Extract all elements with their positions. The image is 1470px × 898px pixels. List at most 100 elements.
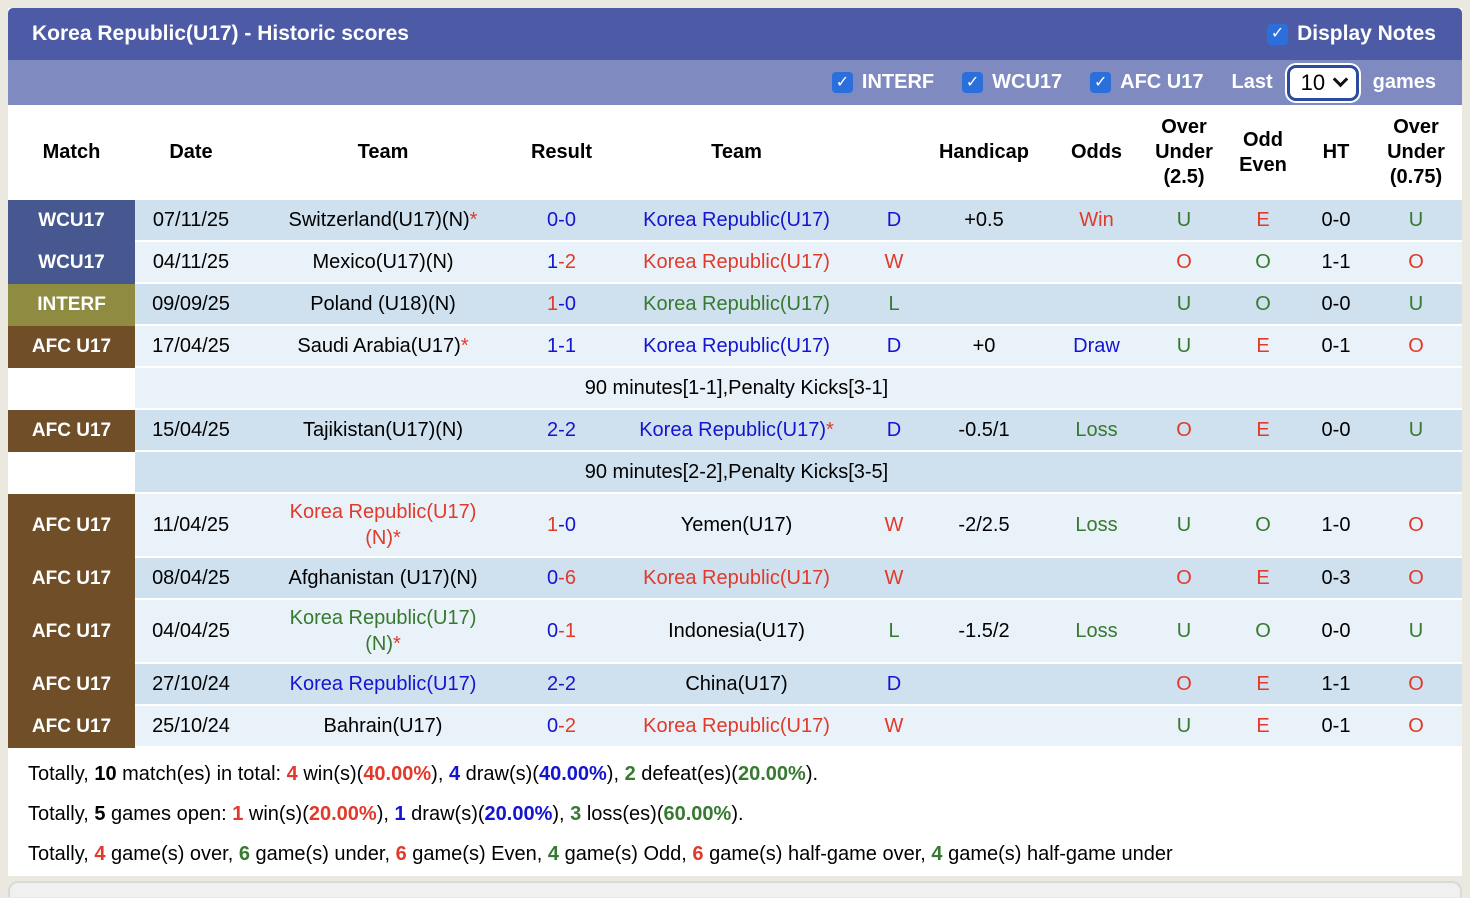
summary-line-total: Totally, 10 match(es) in total: 4 win(s)…	[28, 763, 819, 785]
away-team: Indonesia(U17)	[604, 600, 869, 664]
result: 1-1	[519, 326, 604, 368]
col-over-under-075: Over Under (0.75)	[1370, 105, 1462, 200]
handicap-value	[919, 242, 1049, 284]
away-team-name: Korea Republic(U17)	[643, 567, 830, 589]
competition-badge: WCU17	[8, 242, 135, 284]
col-handicap: Handicap	[919, 105, 1049, 200]
competition-badge: AFC U17	[8, 558, 135, 600]
home-team: Saudi Arabia(U17)*	[247, 326, 519, 368]
over-under-075-value: O	[1370, 558, 1462, 600]
afc-u17-checkbox[interactable]: ✓	[1090, 72, 1112, 93]
home-score: 0	[547, 714, 559, 737]
historic-scores-widget: Korea Republic(U17) - Historic scores ✓ …	[8, 8, 1462, 876]
away-team-name: Korea Republic(U17)	[643, 209, 830, 231]
away-score: -6	[558, 566, 576, 589]
away-team-name: Yemen(U17)	[680, 514, 793, 536]
match-date: 04/11/25	[135, 242, 247, 284]
games-count-select[interactable]: 10	[1286, 64, 1359, 101]
handicap-value	[919, 558, 1049, 600]
over-under-075-value: O	[1370, 664, 1462, 706]
odd-even-value: E	[1224, 664, 1302, 706]
home-team: Tajikistan(U17)(N)	[247, 410, 519, 452]
odds-result	[1049, 284, 1144, 326]
summary-line-open: Totally, 5 games open: 1 win(s)(20.00%),…	[28, 803, 744, 825]
odds-result: Loss	[1049, 600, 1144, 664]
handicap-value: -1.5/2	[919, 600, 1049, 664]
match-date: 09/09/25	[135, 284, 247, 326]
halftime-score: 0-0	[1302, 600, 1370, 664]
odds-result	[1049, 706, 1144, 748]
table-row: AFC U17 08/04/25 Afghanistan (U17)(N) 0-…	[8, 558, 1462, 600]
home-score: 1	[547, 292, 559, 315]
halftime-score: 0-3	[1302, 558, 1370, 600]
historic-scores-table: Match Date Team Result Team Handicap Odd…	[8, 105, 1462, 748]
filter-wcu17: ✓ WCU17	[962, 71, 1062, 94]
odd-even-value: O	[1224, 284, 1302, 326]
over-under-25-value: O	[1144, 410, 1224, 452]
halftime-score: 1-1	[1302, 242, 1370, 284]
handicap-value: +0.5	[919, 200, 1049, 242]
odd-even-value: E	[1224, 706, 1302, 748]
wdl-indicator: L	[869, 284, 919, 326]
table-row: AFC U17 15/04/25 Tajikistan(U17)(N) 2-2 …	[8, 410, 1462, 452]
home-score: 0	[547, 566, 559, 589]
away-team-name: Korea Republic(U17)	[639, 419, 826, 441]
interf-checkbox[interactable]: ✓	[831, 72, 853, 93]
over-under-25-value: U	[1144, 284, 1224, 326]
away-score: -2	[558, 418, 576, 441]
odd-even-value: E	[1224, 558, 1302, 600]
away-team: Korea Republic(U17)	[604, 200, 869, 242]
over-under-25-value: O	[1144, 664, 1224, 706]
result: 1-0	[519, 284, 604, 326]
wdl-indicator: W	[869, 494, 919, 558]
check-icon: ✓	[1093, 73, 1108, 91]
home-team: Mexico(U17)(N)	[247, 242, 519, 284]
away-team-name: Korea Republic(U17)	[643, 293, 830, 315]
result: 2-2	[519, 410, 604, 452]
note-row: 90 minutes[1-1],Penalty Kicks[3-1]	[8, 368, 1462, 410]
filter-afc-u17: ✓ AFC U17	[1090, 71, 1204, 94]
col-match: Match	[8, 105, 135, 200]
home-team-name: Saudi Arabia(U17)	[297, 335, 461, 357]
halftime-score: 1-0	[1302, 494, 1370, 558]
col-home-team: Team	[247, 105, 519, 200]
home-score: 0	[547, 208, 559, 231]
display-notes-checkbox[interactable]: ✓	[1267, 23, 1289, 45]
note-star: *	[469, 209, 478, 231]
handicap-value	[919, 664, 1049, 706]
away-score: -1	[558, 334, 576, 357]
handicap-value	[919, 706, 1049, 748]
filter-wcu17-label: WCU17	[992, 71, 1063, 93]
away-score: -0	[558, 292, 576, 315]
odds-result: Loss	[1049, 494, 1144, 558]
filter-interf: ✓ INTERF	[831, 71, 934, 94]
home-team-name: Switzerland(U17)(N)	[288, 209, 470, 231]
filter-afc-u17-label: AFC U17	[1120, 71, 1204, 93]
filter-bar: ✓ INTERF ✓ WCU17 ✓ AFC U17 Last 10 games	[8, 60, 1462, 105]
handicap-value: -2/2.5	[919, 494, 1049, 558]
match-date: 15/04/25	[135, 410, 247, 452]
away-score: -2	[558, 250, 576, 273]
over-under-075-value: O	[1370, 706, 1462, 748]
away-team: Korea Republic(U17)	[604, 558, 869, 600]
wcu17-checkbox[interactable]: ✓	[962, 72, 984, 93]
over-under-25-value: U	[1144, 200, 1224, 242]
odds-result	[1049, 242, 1144, 284]
halftime-score: 0-0	[1302, 200, 1370, 242]
note-row-spacer	[8, 368, 135, 410]
odds-result: Loss	[1049, 410, 1144, 452]
over-under-25-value: U	[1144, 494, 1224, 558]
home-score: 1	[547, 334, 559, 357]
home-team-name: Bahrain(U17)	[323, 715, 443, 737]
odd-even-value: O	[1224, 242, 1302, 284]
home-team-name: Korea Republic(U17)	[289, 673, 477, 695]
note-row: 90 minutes[2-2],Penalty Kicks[3-5]	[8, 452, 1462, 494]
col-wdl	[869, 105, 919, 200]
away-team-name: Korea Republic(U17)	[643, 715, 830, 737]
home-team: Afghanistan (U17)(N)	[247, 558, 519, 600]
away-score: -0	[558, 208, 576, 231]
over-under-075-value: U	[1370, 410, 1462, 452]
note-star: *	[392, 633, 401, 655]
table-row: AFC U17 11/04/25 Korea Republic(U17) (N)…	[8, 494, 1462, 558]
table-row: WCU17 07/11/25 Switzerland(U17)(N)* 0-0 …	[8, 200, 1462, 242]
